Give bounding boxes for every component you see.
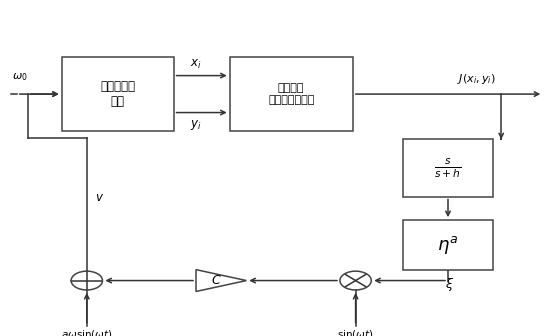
Text: $\eta^a$: $\eta^a$ <box>437 234 459 256</box>
Bar <box>230 57 353 131</box>
Text: $J(x_i,y_i)$: $J(x_i,y_i)$ <box>457 72 496 86</box>
Text: $a\omega\sin(\omega t)$: $a\omega\sin(\omega t)$ <box>61 328 113 336</box>
Bar <box>403 139 493 197</box>
Text: $\omega_0$: $\omega_0$ <box>12 72 28 83</box>
Bar <box>403 220 493 270</box>
Text: 核辐射源
非线性场强映射: 核辐射源 非线性场强映射 <box>268 83 314 105</box>
Text: $\xi$: $\xi$ <box>445 276 454 293</box>
Text: $v$: $v$ <box>95 191 104 204</box>
Text: $y_i$: $y_i$ <box>190 118 202 132</box>
Text: $\sin(\omega t)$: $\sin(\omega t)$ <box>337 328 374 336</box>
Text: 轮式机器人
模型: 轮式机器人 模型 <box>100 80 135 108</box>
Text: $x_i$: $x_i$ <box>190 57 202 71</box>
Text: $\frac{s}{s+h}$: $\frac{s}{s+h}$ <box>435 156 461 180</box>
Text: $C$: $C$ <box>211 274 222 287</box>
Bar <box>62 57 174 131</box>
